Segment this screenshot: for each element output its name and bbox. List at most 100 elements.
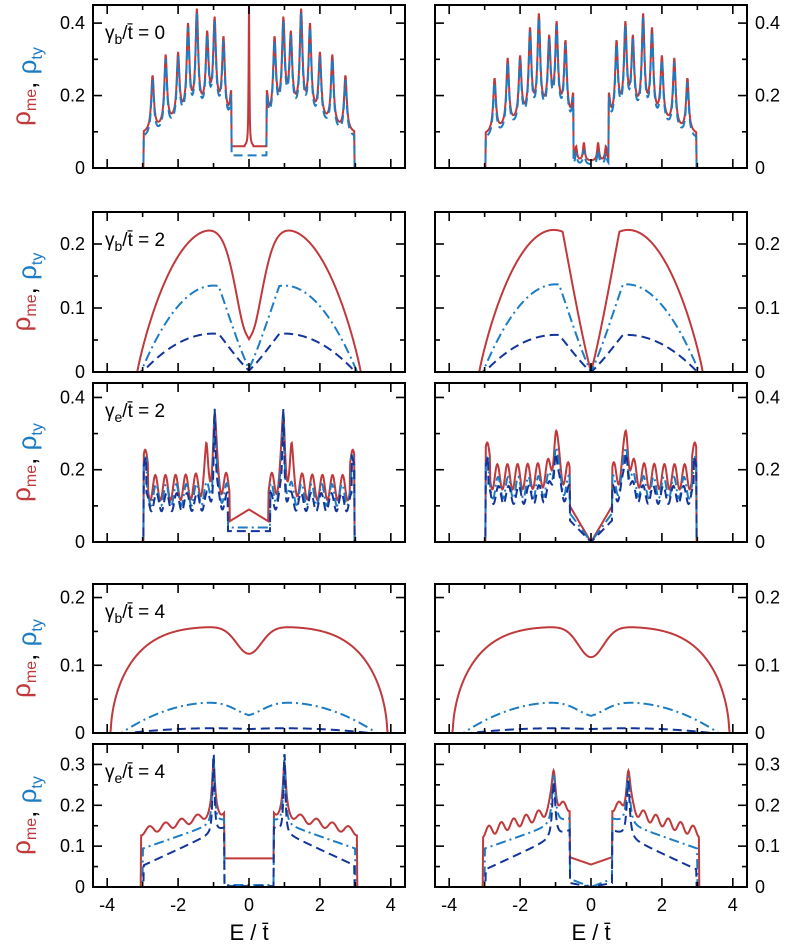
y-label-part: ρ (12, 632, 42, 647)
annotation-suffix: /t̄ = 2 (122, 230, 165, 251)
y-label-part: ρ (6, 840, 36, 855)
panel-annotation: γe/t̄ = 4 (105, 762, 166, 786)
y-tick-label: 0 (755, 877, 765, 897)
annotation-symbol: γ (105, 23, 115, 44)
series-line-r2r-1 (435, 283, 747, 372)
series-line-r4l-1 (93, 701, 405, 733)
y-label-part: ρ (12, 265, 42, 280)
y-label-part: ρ (12, 789, 42, 804)
annotation-subscript: b (115, 31, 123, 47)
y-tick-label: 0.2 (755, 234, 780, 254)
series-line-r3l-1 (93, 412, 405, 542)
y-label-part: , (12, 450, 42, 464)
y-tick-label: 0 (75, 877, 85, 897)
series-line-r2r-0 (435, 228, 747, 372)
y-tick-label: 0.1 (755, 836, 780, 856)
y-tick-label: 0.2 (755, 588, 780, 608)
series-line-r1r-0 (435, 13, 747, 168)
series-line-r4l-0 (93, 626, 405, 733)
panel-annotation: γb/t̄ = 4 (105, 602, 166, 626)
annotation-subscript: b (115, 610, 123, 626)
y-tick-label: 0.2 (755, 795, 780, 815)
series-line-r3r-0 (435, 428, 747, 542)
y-tick-label: 0.1 (755, 655, 780, 675)
y-tick-label: 0.2 (60, 460, 85, 480)
y-axis-label: ρme, ρty (6, 253, 46, 332)
y-label-part: , (12, 74, 42, 88)
y-label-part: ρ (6, 111, 36, 126)
series-line-r1l-1 (93, 12, 405, 168)
y-label-subscript: me (23, 661, 40, 683)
y-label-subscript: ty (29, 776, 46, 788)
y-axis-label: ρme, ρty (6, 619, 46, 698)
x-tick-label: -4 (99, 895, 115, 915)
y-axis-label: ρme, ρty (6, 423, 46, 502)
y-label-subscript: me (23, 294, 40, 316)
series-line-r5r-2 (435, 780, 747, 887)
y-label-part: ρ (6, 317, 36, 332)
series-line-r1r-1 (435, 17, 747, 168)
y-label-part: ρ (6, 683, 36, 698)
x-tick-label: -2 (170, 895, 186, 915)
panel-annotation: γb/t̄ = 0 (105, 23, 165, 47)
plot-frame (434, 4, 748, 169)
panel-annotation: γe/t̄ = 2 (105, 401, 165, 425)
y-tick-label: 0.3 (60, 754, 85, 774)
annotation-symbol: γ (105, 762, 115, 783)
y-label-subscript: ty (29, 253, 46, 265)
y-tick-label: 0.1 (60, 836, 85, 856)
series-line-r4r-1 (435, 701, 747, 733)
x-axis-title: E / t̄ (229, 920, 268, 945)
panel-annotation: γb/t̄ = 2 (105, 230, 165, 254)
panel-r1r: 0 0.2 0.4 (434, 4, 780, 178)
series-line-r3l-2 (93, 408, 405, 542)
plot-frame (434, 211, 748, 373)
series-line-r5r-1 (435, 775, 747, 887)
annotation-symbol: γ (105, 230, 115, 251)
annotation-symbol: γ (105, 602, 115, 623)
y-label-part: , (12, 280, 42, 294)
y-tick-label: 0.4 (60, 387, 85, 407)
y-tick-label: 0.2 (60, 234, 85, 254)
y-label-part: ρ (6, 487, 36, 502)
plot-frame (434, 583, 748, 734)
y-label-subscript: me (23, 465, 40, 487)
panel-r4r: 0 0.1 0.2 (434, 583, 780, 743)
x-tick-label: -4 (441, 895, 457, 915)
annotation-suffix: /t̄ = 2 (122, 401, 165, 422)
x-tick-label: 4 (728, 895, 738, 915)
annotation-suffix: /t̄ = 4 (122, 762, 165, 783)
series-line-r2l-0 (93, 229, 405, 372)
y-tick-label: 0.1 (60, 655, 85, 675)
y-tick-label: 0.2 (755, 86, 780, 106)
annotation-suffix: /t̄ = 4 (122, 602, 165, 623)
y-tick-label: 0 (75, 158, 85, 178)
series-line-r1l-0 (93, 5, 405, 168)
x-tick-label: 4 (386, 895, 396, 915)
y-tick-label: 0.4 (755, 13, 780, 33)
y-tick-label: 0.2 (755, 460, 780, 480)
y-label-subscript: ty (29, 423, 46, 435)
plot-frame (434, 382, 748, 543)
x-tick-label: 0 (586, 895, 596, 915)
panel-r3r: 0 0.2 0.4 (434, 382, 780, 552)
annotation-suffix: /t̄ = 0 (122, 23, 165, 44)
y-tick-label: 0.1 (60, 298, 85, 318)
y-tick-label: 0 (75, 362, 85, 382)
y-axis-label: ρme, ρty (6, 47, 46, 126)
y-tick-label: 0 (755, 532, 765, 552)
y-label-subscript: me (23, 89, 40, 111)
annotation-subscript: b (115, 238, 123, 254)
y-axis-label: ρme, ρty (6, 776, 46, 855)
annotation-subscript: e (115, 770, 123, 786)
y-tick-label: 0.4 (60, 13, 85, 33)
series-line-r5l-0 (93, 761, 405, 887)
annotation-subscript: e (115, 409, 123, 425)
y-tick-label: 0 (755, 362, 765, 382)
y-label-part: ρ (12, 436, 42, 451)
series-line-r2l-1 (93, 284, 405, 372)
y-label-part: ρ (12, 60, 42, 75)
